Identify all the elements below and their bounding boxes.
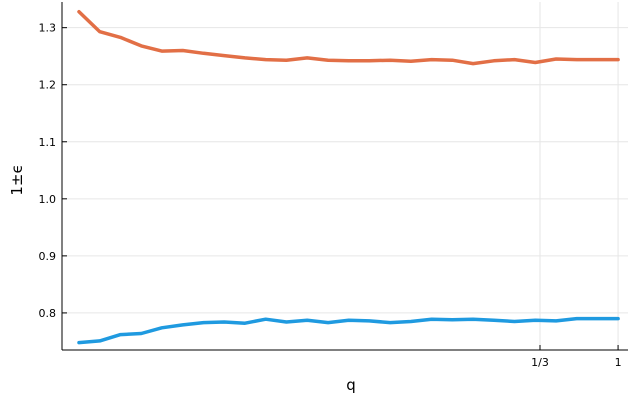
data-lines [77,9,620,345]
y-tick-label: 1.2 [39,79,57,92]
series-line-1 [77,9,620,66]
series-line-2 [77,316,620,345]
x-tick-label: 1/3 [531,356,549,369]
y-tick-label: 1.1 [39,136,57,149]
grid-lines [62,2,628,350]
y-tick-label: 1.3 [39,22,57,35]
plot-frame [61,2,628,351]
x-tick-labels: 1/3 1 [531,356,621,369]
y-axis-label: 1±ϵ [8,164,26,195]
y-tick-label: 0.9 [39,250,57,263]
y-tick-label: 1.0 [39,193,57,206]
y-tick-label: 0.8 [39,307,57,320]
y-tick-labels: 0.8 0.9 1.0 1.1 1.2 1.3 [39,22,57,320]
x-tick-label: 1 [615,356,622,369]
x-axis-label: q [346,376,356,394]
